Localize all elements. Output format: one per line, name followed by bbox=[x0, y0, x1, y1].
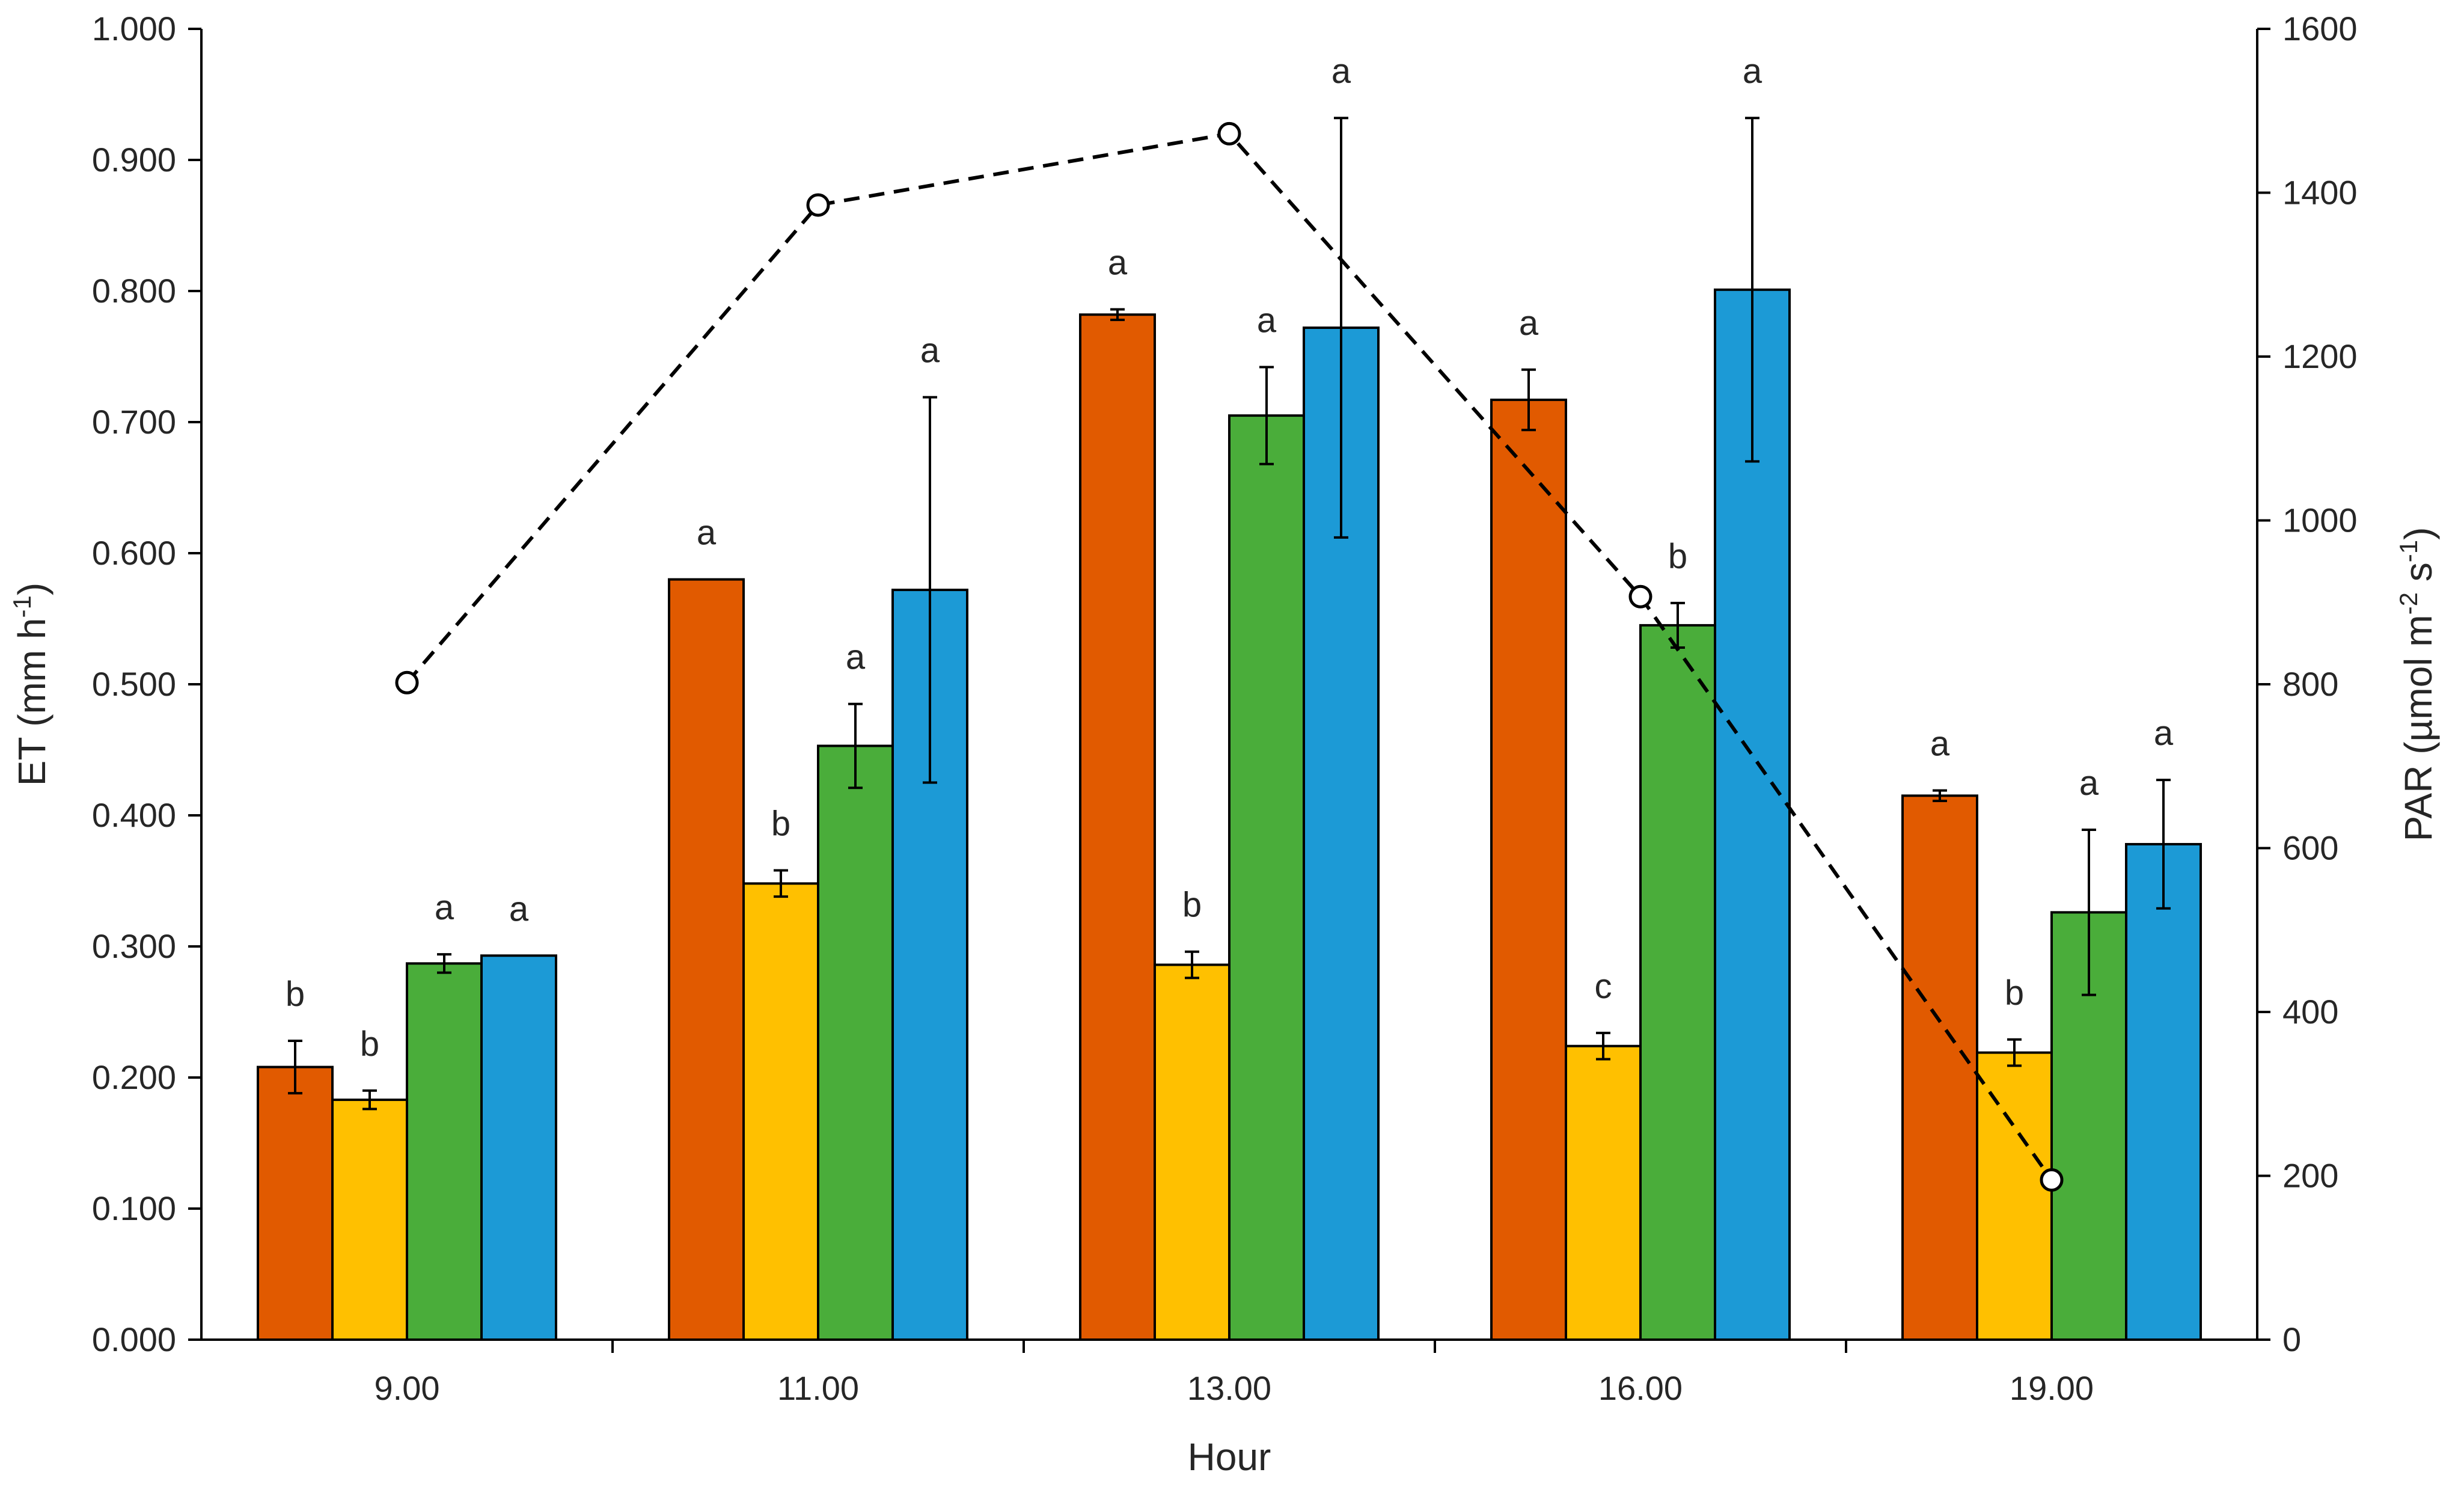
bar-series-3-3 bbox=[1639, 624, 1716, 1341]
bar-series-2-4 bbox=[1976, 1051, 2053, 1341]
bar-series-1-0 bbox=[257, 1065, 334, 1341]
significance-letter-series-3-4: a bbox=[2079, 764, 2099, 803]
bar-series-2-2 bbox=[1154, 963, 1230, 1341]
y2-tick-label-7: 1400 bbox=[2282, 174, 2358, 212]
y-tick-label-4: 0.400 bbox=[92, 796, 176, 834]
y-tick-label-9: 0.900 bbox=[92, 141, 176, 179]
y2-axis-title-base: PAR (µmol m bbox=[2397, 615, 2440, 841]
significance-letters-layer: b a a a a b b b c b a a a b a a a a a a bbox=[286, 52, 2174, 1064]
bar-series-3-0 bbox=[406, 962, 483, 1341]
significance-letter-series-1-2: a bbox=[1108, 244, 1128, 283]
significance-letter-series-2-3: c bbox=[1595, 967, 1612, 1006]
y2-axis-title-sup1: -2 bbox=[2394, 592, 2423, 615]
y2-tick-label-3: 600 bbox=[2282, 829, 2338, 867]
bar-series-4-4 bbox=[2125, 842, 2202, 1341]
bar-series-2-0 bbox=[331, 1099, 408, 1341]
y2-tick-label-5: 1000 bbox=[2282, 501, 2358, 539]
y-tick-label-6: 0.600 bbox=[92, 534, 176, 572]
y-tick-label-8: 0.800 bbox=[92, 272, 176, 310]
bars-layer bbox=[257, 288, 2202, 1341]
significance-letter-series-2-0: b bbox=[360, 1025, 379, 1064]
x-tick-label-0: 9.00 bbox=[374, 1369, 440, 1407]
par-point-1 bbox=[806, 193, 830, 217]
significance-letter-series-4-2: a bbox=[1331, 52, 1351, 91]
y-tick-label-5: 0.500 bbox=[92, 665, 176, 703]
x-tick-label-1: 11.00 bbox=[777, 1369, 859, 1407]
significance-letter-series-3-0: a bbox=[435, 888, 454, 927]
y2-axis-title: PAR (µmol m-2 s-1) bbox=[2394, 527, 2440, 842]
y-tick-label-0: 0.000 bbox=[92, 1320, 176, 1358]
y-tick-label-2: 0.200 bbox=[92, 1058, 176, 1096]
y-tick-label-7: 0.700 bbox=[92, 403, 176, 441]
y-tick-label-1: 0.100 bbox=[92, 1189, 176, 1227]
significance-letter-series-1-3: a bbox=[1519, 304, 1539, 343]
y2-axis-title-mid: s bbox=[2397, 562, 2440, 592]
bar-series-1-1 bbox=[668, 578, 745, 1341]
significance-letter-series-4-3: a bbox=[1743, 52, 1762, 91]
y2-tick-label-2: 400 bbox=[2282, 993, 2338, 1031]
x-tick-label-3: 16.00 bbox=[1598, 1369, 1683, 1407]
y-axis-title-close: ) bbox=[10, 583, 53, 595]
bar-series-3-2 bbox=[1228, 414, 1305, 1341]
par-point-3 bbox=[1628, 584, 1652, 609]
par-point-2 bbox=[1217, 121, 1241, 146]
par-line-layer bbox=[395, 121, 2064, 1192]
y2-axis-title-close: ) bbox=[2397, 527, 2440, 540]
y2-tick-label-8: 1600 bbox=[2282, 10, 2358, 48]
bar-series-4-3 bbox=[1714, 288, 1791, 1341]
significance-letter-series-3-1: a bbox=[846, 638, 866, 677]
y-tick-label-3: 0.300 bbox=[92, 927, 176, 965]
y2-axis-title-sup2: -1 bbox=[2394, 540, 2423, 562]
y-axis-title-sup: -1 bbox=[8, 595, 36, 618]
bar-series-2-1 bbox=[742, 882, 819, 1341]
x-tick-label-4: 19.00 bbox=[2010, 1369, 2094, 1407]
significance-letter-series-2-2: b bbox=[1182, 886, 1202, 925]
bar-series-3-1 bbox=[817, 744, 894, 1341]
y2-tick-label-4: 800 bbox=[2282, 665, 2338, 703]
bar-series-4-0 bbox=[480, 954, 557, 1341]
y2-tick-label-6: 1200 bbox=[2282, 337, 2358, 375]
bar-series-1-4 bbox=[1901, 794, 1978, 1341]
x-tick-label-2: 13.00 bbox=[1187, 1369, 1271, 1407]
significance-letter-series-2-4: b bbox=[2005, 973, 2024, 1013]
significance-letter-series-4-0: a bbox=[509, 889, 529, 928]
significance-letter-series-3-3: b bbox=[1668, 537, 1687, 576]
y-axis-title-base: ET (mm h bbox=[10, 618, 53, 786]
y-axis-title: ET (mm h-1) bbox=[8, 583, 53, 786]
significance-letter-series-1-1: a bbox=[697, 514, 717, 553]
significance-letter-series-4-4: a bbox=[2154, 714, 2174, 753]
bar-series-1-3 bbox=[1490, 398, 1567, 1341]
error-bars-layer bbox=[288, 117, 2171, 1111]
y-tick-label-10: 1.000 bbox=[92, 10, 176, 48]
y2-tick-label-0: 0 bbox=[2282, 1320, 2301, 1358]
bar-series-2-3 bbox=[1565, 1044, 1642, 1341]
significance-letter-series-2-1: b bbox=[771, 805, 790, 844]
significance-letter-series-4-1: a bbox=[920, 331, 940, 370]
axes-layer: 0.000 0.100 0.200 0.300 0.400 0.500 0.600 0.700… bbox=[92, 10, 2358, 1407]
significance-letter-series-1-4: a bbox=[1930, 725, 1950, 764]
x-axis-title: Hour bbox=[1188, 1435, 1271, 1479]
bar-series-1-2 bbox=[1079, 313, 1156, 1341]
y2-tick-label-1: 200 bbox=[2282, 1157, 2338, 1195]
par-point-0 bbox=[395, 670, 419, 694]
par-point-4 bbox=[2040, 1168, 2064, 1192]
significance-letter-series-1-0: b bbox=[286, 975, 305, 1014]
significance-letter-series-3-2: a bbox=[1257, 301, 1277, 340]
